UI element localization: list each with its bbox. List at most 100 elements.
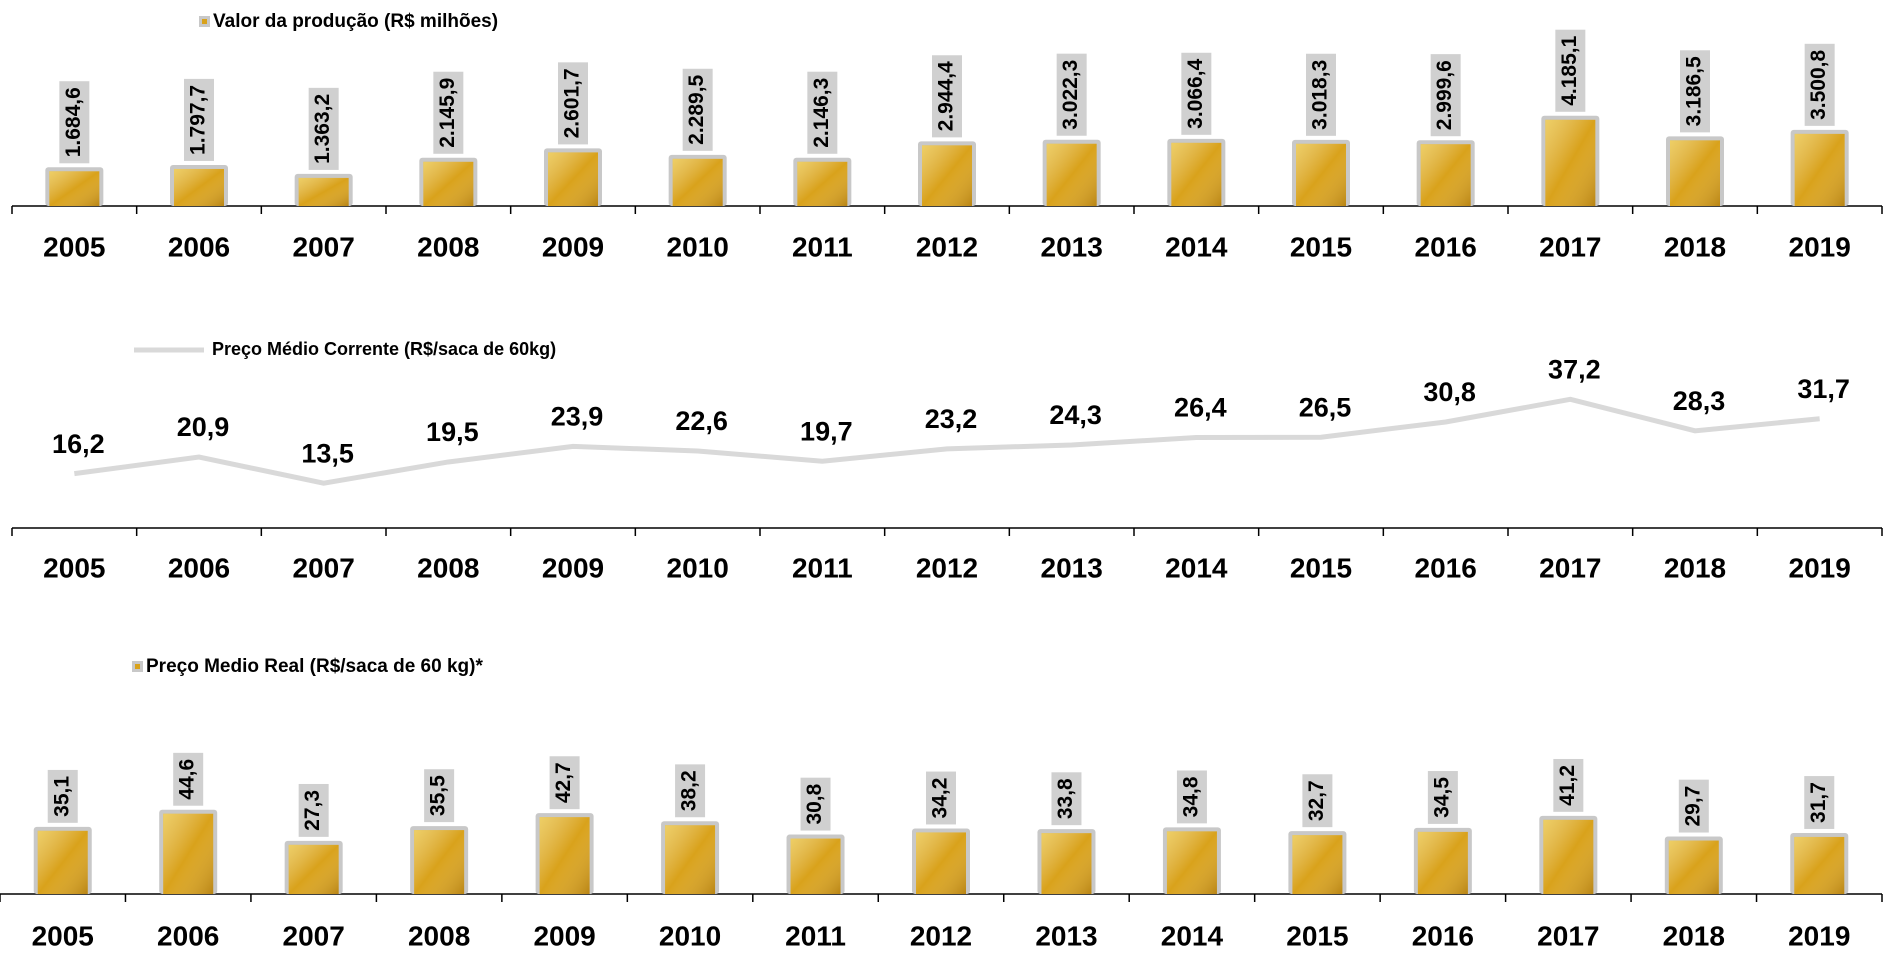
- bar-shade: [922, 145, 972, 206]
- value-label-group: 33,8: [1051, 772, 1081, 825]
- x-tick-label: 2011: [785, 920, 846, 951]
- bar-shade: [38, 831, 88, 894]
- x-tick-label: 2014: [1165, 552, 1228, 583]
- x-tick-label: 2011: [792, 231, 853, 262]
- bar-shade: [423, 162, 473, 206]
- bar-shade: [1418, 832, 1468, 894]
- value-label-group: 4.185,1: [1555, 30, 1585, 112]
- value-label: 34,5: [1430, 777, 1453, 818]
- x-tick-label: 2016: [1412, 920, 1474, 951]
- x-tick-label: 2016: [1415, 552, 1477, 583]
- legend-label: Preço Médio Corrente (R$/saca de 60kg): [212, 339, 556, 359]
- value-label-group: 42,7: [550, 756, 580, 809]
- value-label: 44,6: [176, 759, 199, 800]
- value-label: 2.145,9: [436, 78, 459, 148]
- x-tick-label: 2005: [43, 231, 105, 262]
- x-tick-label: 2012: [910, 920, 972, 951]
- value-label-group: 1.797,7: [184, 79, 214, 161]
- x-tick-label: 2019: [1789, 231, 1851, 262]
- x-tick-label: 2005: [32, 920, 94, 951]
- x-tick-label: 2006: [168, 231, 230, 262]
- value-label-group: 38,2: [675, 764, 705, 817]
- x-tick-label: 2008: [408, 920, 470, 951]
- value-label: 3.186,5: [1683, 56, 1706, 126]
- value-label: 22,6: [675, 406, 728, 436]
- value-label-group: 29,7: [1679, 780, 1709, 833]
- legend-label: Preço Medio Real (R$/saca de 60 kg)*: [146, 656, 483, 677]
- value-label-group: 41,2: [1553, 759, 1583, 812]
- value-label-group: 35,1: [48, 770, 78, 823]
- x-tick-label: 2018: [1664, 231, 1726, 262]
- x-tick-label: 2010: [659, 920, 721, 951]
- x-tick-label: 2011: [792, 552, 853, 583]
- bar-shade: [1795, 134, 1845, 206]
- x-tick-label: 2016: [1415, 231, 1477, 262]
- x-tick-label: 2013: [1041, 552, 1103, 583]
- value-label-group: 1.363,2: [309, 88, 339, 170]
- bar-shade: [1041, 833, 1091, 894]
- value-label-group: 3.500,8: [1805, 44, 1835, 126]
- bar-shade: [797, 162, 847, 206]
- x-tick-label: 2018: [1663, 920, 1725, 951]
- x-tick-label: 2019: [1788, 920, 1850, 951]
- bar-shade: [791, 839, 841, 894]
- x-tick-label: 2009: [542, 552, 604, 583]
- value-label-group: 34,8: [1177, 770, 1207, 823]
- x-tick-label: 2015: [1290, 552, 1352, 583]
- value-label: 16,2: [52, 429, 105, 459]
- value-label: 2.146,3: [810, 78, 833, 148]
- value-label: 42,7: [552, 762, 575, 803]
- value-label-group: 34,5: [1428, 771, 1458, 824]
- bar-shade: [673, 159, 723, 206]
- bar-shade: [1669, 841, 1719, 894]
- legend-swatch-inner: [202, 19, 207, 24]
- value-label-group: 2.601,7: [558, 62, 588, 144]
- value-label-group: 2.944,4: [932, 55, 962, 137]
- x-tick-label: 2013: [1035, 920, 1097, 951]
- x-tick-label: 2015: [1290, 231, 1352, 262]
- value-label: 37,2: [1548, 354, 1601, 384]
- value-label: 29,7: [1681, 786, 1704, 827]
- value-label: 26,4: [1174, 393, 1227, 423]
- bar-shade: [1670, 140, 1720, 206]
- value-label-group: 2.999,6: [1431, 54, 1461, 136]
- x-tick-label: 2007: [293, 552, 355, 583]
- bar-shade: [1545, 120, 1595, 206]
- bar-shade: [1047, 144, 1097, 206]
- value-label-group: 27,3: [299, 784, 329, 837]
- x-tick-label: 2015: [1286, 920, 1348, 951]
- value-label: 3.066,4: [1184, 58, 1207, 128]
- value-label: 35,5: [427, 775, 450, 816]
- x-tick-label: 2018: [1664, 552, 1726, 583]
- value-label-group: 44,6: [173, 753, 203, 806]
- bar-shade: [1292, 835, 1342, 894]
- value-label: 19,7: [800, 416, 853, 446]
- bar-shade: [1543, 820, 1593, 894]
- value-label: 3.022,3: [1059, 60, 1082, 130]
- bar-shade: [174, 169, 224, 206]
- x-tick-label: 2010: [667, 231, 729, 262]
- value-label: 33,8: [1054, 778, 1077, 819]
- value-label: 27,3: [301, 790, 324, 831]
- value-label: 30,8: [1423, 377, 1476, 407]
- x-tick-label: 2005: [43, 552, 105, 583]
- value-label: 35,1: [50, 776, 73, 817]
- value-label-group: 3.022,3: [1057, 54, 1087, 136]
- value-label: 34,2: [929, 778, 952, 819]
- value-label: 1.363,2: [311, 94, 334, 164]
- page: 2005 2006 2007 2008 2009 2010 2011 2012 2013 2014…: [0, 0, 1885, 953]
- bar-shade: [916, 832, 966, 894]
- x-tick-label: 2009: [542, 231, 604, 262]
- value-label-group: 35,5: [424, 769, 454, 822]
- bar-shade: [1296, 144, 1346, 206]
- value-label: 1.684,6: [62, 87, 85, 157]
- value-label-group: 2.146,3: [807, 72, 837, 154]
- bar-shade: [1171, 143, 1221, 206]
- value-label: 26,5: [1299, 392, 1352, 422]
- x-tick-label: 2017: [1537, 920, 1599, 951]
- value-label: 28,3: [1673, 386, 1726, 416]
- value-label: 38,2: [678, 770, 701, 811]
- bar-shade: [289, 845, 339, 894]
- value-label: 41,2: [1556, 765, 1579, 806]
- legend-swatch-inner: [135, 664, 140, 669]
